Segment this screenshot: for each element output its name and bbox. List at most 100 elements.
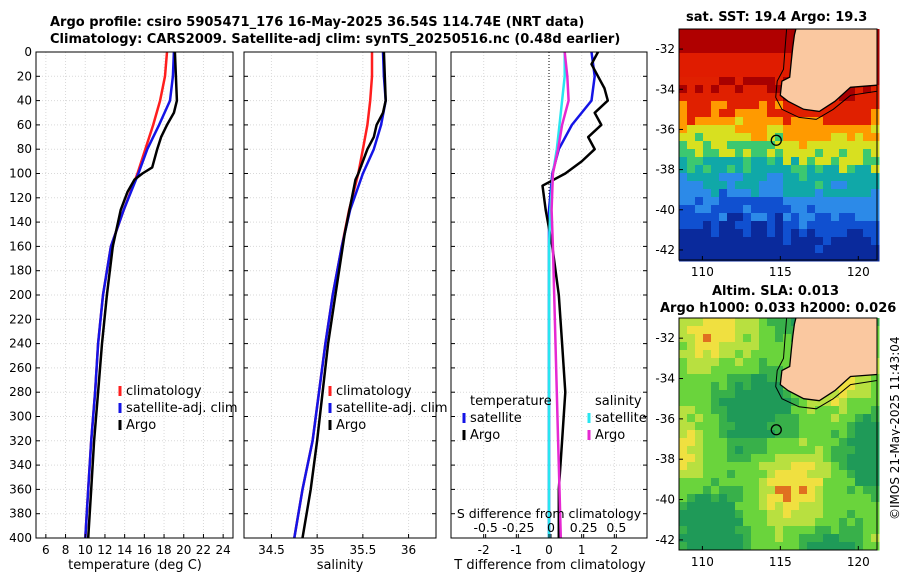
sla-map-cell xyxy=(695,350,704,359)
sst-map-cell xyxy=(855,141,864,150)
sst-map-cell xyxy=(727,69,736,78)
sla-map-cell xyxy=(799,406,808,415)
sst-map-cell xyxy=(847,85,856,94)
sst-map-cell xyxy=(759,93,768,102)
sla-map-cell xyxy=(847,446,856,455)
sst-map-cell xyxy=(855,149,864,158)
sst-map-cell xyxy=(863,221,872,230)
sst-map-cell xyxy=(759,141,768,150)
sla-map-cell xyxy=(767,334,776,343)
sst-map-cell xyxy=(839,109,848,118)
sst-map-cell xyxy=(711,149,720,158)
sla-map-cell xyxy=(791,502,800,511)
sst-map-cell xyxy=(799,117,808,126)
sla-map-cell xyxy=(807,438,816,447)
sst-map-cell xyxy=(711,125,720,134)
sst-map-cell xyxy=(687,165,696,174)
sst-map-cell xyxy=(711,85,720,94)
sla-map-cell xyxy=(743,358,752,367)
sla-map-cell xyxy=(703,478,712,487)
sla-map-cell xyxy=(855,478,864,487)
sst-map-cell xyxy=(743,45,752,54)
sla-map-cell xyxy=(791,422,800,431)
sst-map-cell xyxy=(743,37,752,46)
sla-map-cell xyxy=(799,422,808,431)
sst-map-cell xyxy=(839,125,848,134)
sst-map-cell xyxy=(871,245,880,254)
sla-map-cell xyxy=(759,526,768,535)
sst-map-cell xyxy=(743,69,752,78)
sla-map-cell xyxy=(807,526,816,535)
sla-map-cell xyxy=(695,334,704,343)
sla-map-cell xyxy=(735,446,744,455)
sla-map-cell xyxy=(711,358,720,367)
sla-map-cell xyxy=(847,510,856,519)
sla-map-cell xyxy=(695,366,704,375)
sst-map-cell xyxy=(743,101,752,110)
sla-map-cell xyxy=(855,438,864,447)
sst-map-cell xyxy=(687,213,696,222)
sla-map-cell xyxy=(863,422,872,431)
sla-map-cell xyxy=(735,366,744,375)
sst-map-cell xyxy=(799,109,808,118)
sla-map-cell xyxy=(807,478,816,487)
difference-series-t-argo xyxy=(541,51,610,538)
sla-map-cell xyxy=(839,422,848,431)
sst-map-cell xyxy=(839,181,848,190)
sla-map-cell xyxy=(751,454,760,463)
sla-map-cell xyxy=(687,518,696,527)
sla-map-cell xyxy=(767,462,776,471)
sla-map-cell xyxy=(727,406,736,415)
sst-map-cell xyxy=(751,181,760,190)
sla-map-cell xyxy=(767,374,776,383)
sst-map-cell xyxy=(871,149,880,158)
sst-map-cell xyxy=(727,229,736,238)
sla-map-cell xyxy=(735,438,744,447)
depth-tick-label: 60 xyxy=(17,118,32,132)
sst-map-cell xyxy=(767,133,776,142)
sst-map-cell xyxy=(679,157,688,166)
sla-map-cell xyxy=(751,494,760,503)
sst-map-cell xyxy=(775,141,784,150)
sla-map-cell xyxy=(839,542,848,551)
sla-map-cell xyxy=(847,462,856,471)
sla-map-cell xyxy=(735,478,744,487)
sst-map-cell xyxy=(695,173,704,182)
sla-map-cell xyxy=(839,470,848,479)
sla-map-cell xyxy=(711,342,720,351)
sst-map-cell xyxy=(687,117,696,126)
sst-map-cell xyxy=(847,173,856,182)
sla-map-cell xyxy=(855,406,864,415)
sst-map-cell xyxy=(791,237,800,246)
sla-map-cell xyxy=(687,326,696,335)
sla-map-cell xyxy=(703,438,712,447)
sla-map-cell xyxy=(823,526,832,535)
sst-map-cell xyxy=(695,53,704,62)
sla-map-cell xyxy=(751,446,760,455)
sla-map-cell xyxy=(831,454,840,463)
sla-map-cell xyxy=(855,454,864,463)
sla-map-cell xyxy=(807,486,816,495)
sst-map-cell xyxy=(727,141,736,150)
sst-map-cell xyxy=(743,165,752,174)
sla-map-cell xyxy=(743,398,752,407)
sla-map-cell xyxy=(767,390,776,399)
sla-map-cell xyxy=(719,366,728,375)
sla-map-cell xyxy=(823,454,832,463)
sst-map-cell xyxy=(767,37,776,46)
sst-map-cell xyxy=(767,253,776,262)
sla-map-cell xyxy=(863,518,872,527)
sst-map-cell xyxy=(751,221,760,230)
sla-map-cell xyxy=(871,486,880,495)
sla-map-cell xyxy=(783,438,792,447)
sla-map-cell xyxy=(727,470,736,479)
sla-map-cell xyxy=(799,446,808,455)
sla-xtick-label: 120 xyxy=(847,555,870,569)
sst-map-cell xyxy=(775,53,784,62)
sla-map-cell xyxy=(839,478,848,487)
sst-map-cell xyxy=(807,157,816,166)
sst-map-cell xyxy=(847,181,856,190)
sla-map-cell xyxy=(703,462,712,471)
sst-map-cell xyxy=(767,125,776,134)
sla-map-cell xyxy=(783,350,792,359)
